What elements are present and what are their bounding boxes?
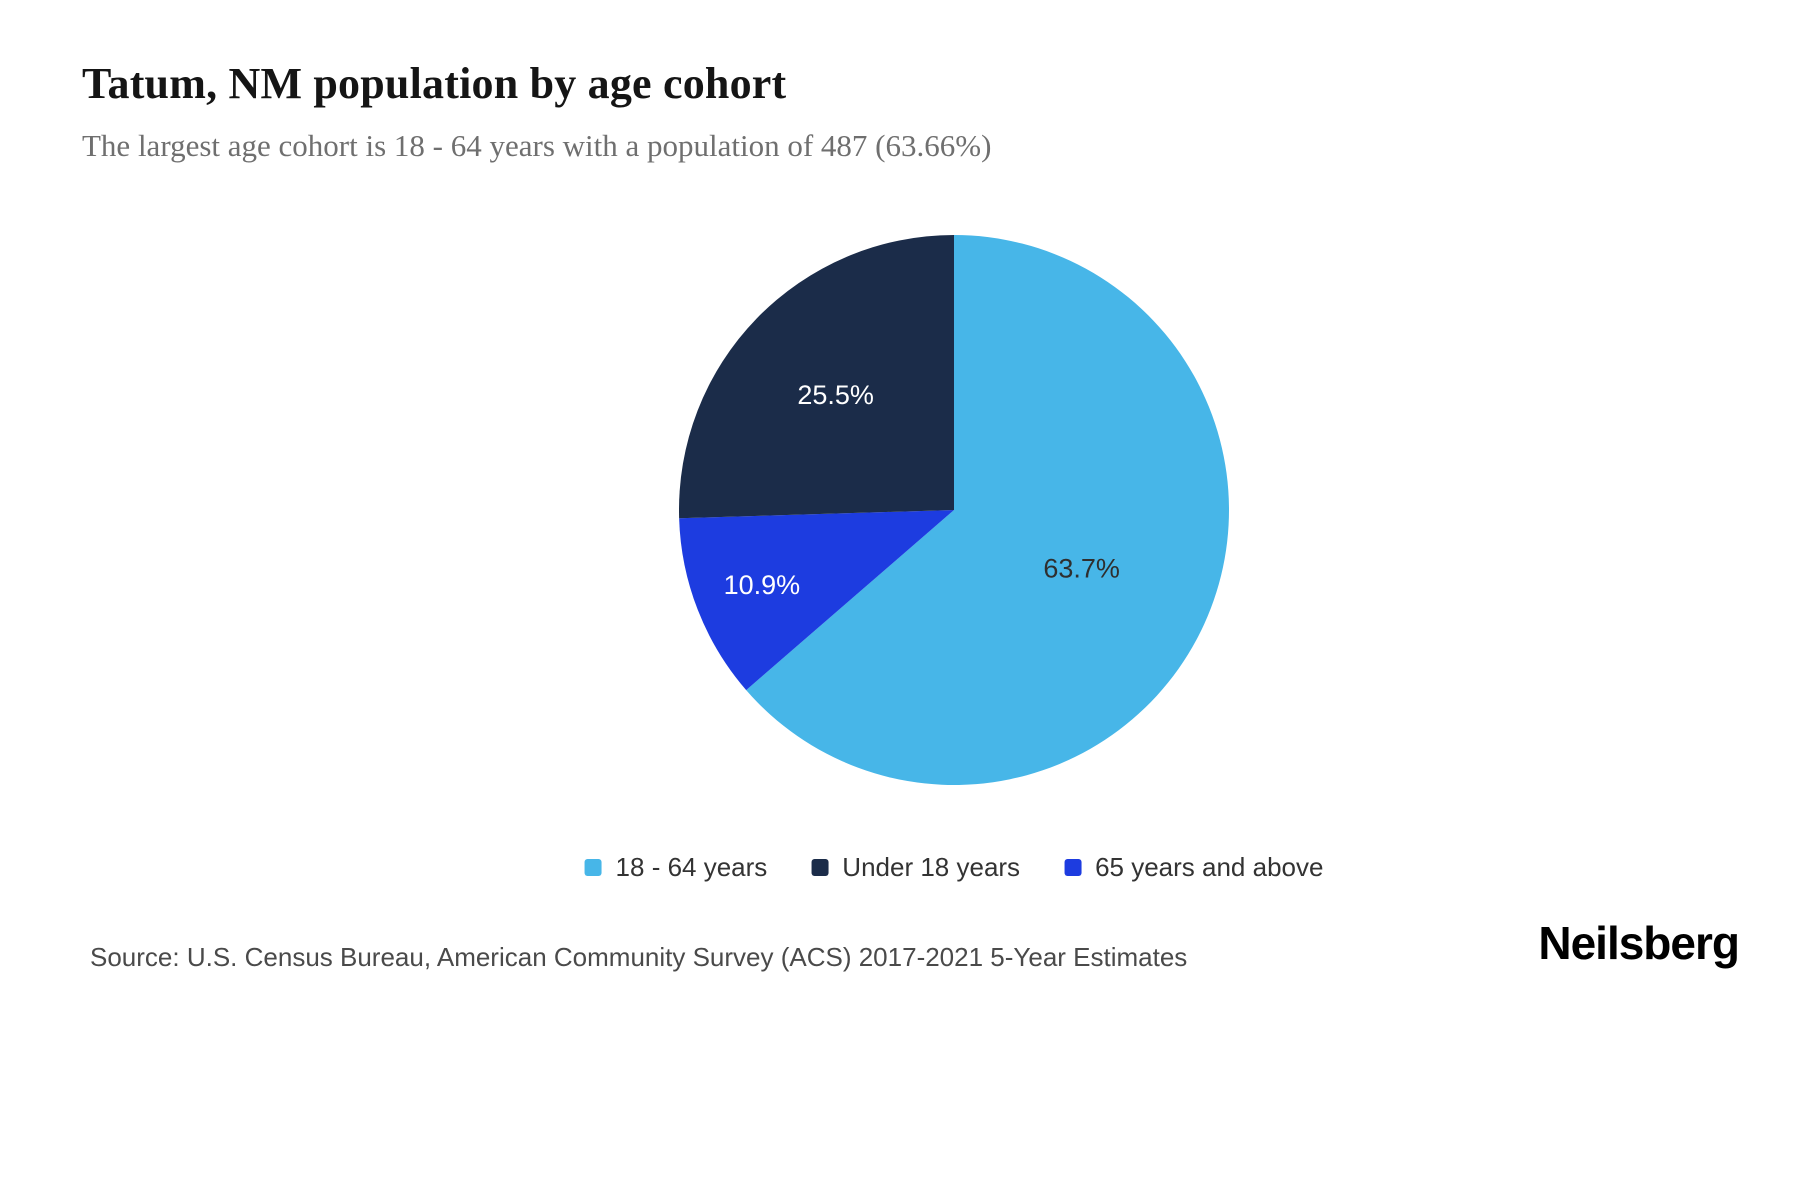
chart-title: Tatum, NM population by age cohort [82,59,787,108]
pie-slice-label: 63.7% [1043,553,1120,583]
legend-item-label: Under 18 years [842,852,1021,882]
legend: 18 - 64 years Under 18 years 65 years an… [584,852,1323,883]
legend-item-under-18-years[interactable]: Under 18 years [811,852,1020,883]
legend-swatch-icon [584,859,602,876]
source-note: Source: U.S. Census Bureau, American Com… [90,942,1188,972]
pie-slice-label: 25.5% [797,380,874,410]
pie-slice-18---64-years[interactable] [746,235,1229,785]
pie-slice-label: 10.9% [724,570,801,600]
legend-item-label: 65 years and above [1095,852,1324,882]
legend-item-label: 18 - 64 years [615,852,768,882]
legend-swatch-icon [811,859,829,876]
pie-slice-65-years-and-above[interactable] [679,510,954,691]
chart-subtitle: The largest age cohort is 18 - 64 years … [82,128,992,163]
brand-logo: Neilsberg [1538,917,1740,969]
pie-slice-under-18-years[interactable] [679,235,954,519]
legend-swatch-icon [1064,859,1082,876]
legend-item-65-years-and-above[interactable]: 65 years and above [1064,852,1323,883]
legend-item-18-64-years[interactable]: 18 - 64 years [584,852,768,883]
pie-chart: 63.7% 10.9% 25.5% [679,235,1229,785]
